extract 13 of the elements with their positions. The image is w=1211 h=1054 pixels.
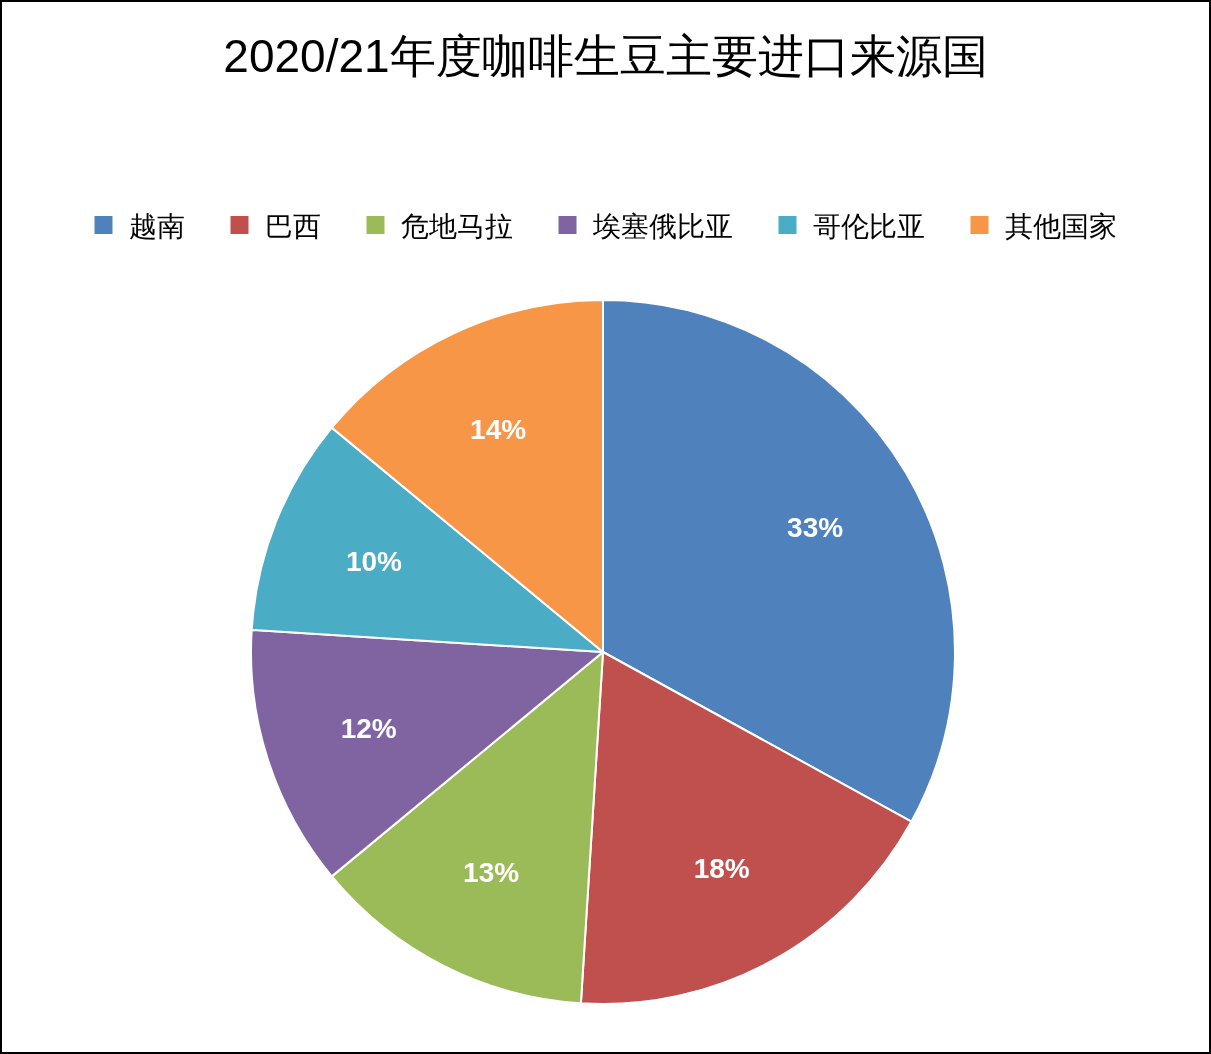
data-label: 33% xyxy=(787,511,844,543)
legend-label: 哥伦比亚 xyxy=(812,211,925,242)
legend-label: 越南 xyxy=(128,211,185,242)
legend-label: 巴西 xyxy=(264,211,321,242)
legend-label: 危地马拉 xyxy=(400,211,513,242)
data-label: 14% xyxy=(470,414,527,446)
data-label: 10% xyxy=(345,546,403,578)
data-label: 12% xyxy=(340,713,397,745)
legend-label: 其他国家 xyxy=(1004,211,1117,242)
chart-title: 2020/21年度咖啡生豆主要进口来源国 xyxy=(223,30,988,82)
data-label: 18% xyxy=(693,852,750,884)
legend-label: 埃塞俄比亚 xyxy=(591,211,733,242)
data-label: 13% xyxy=(463,856,520,888)
